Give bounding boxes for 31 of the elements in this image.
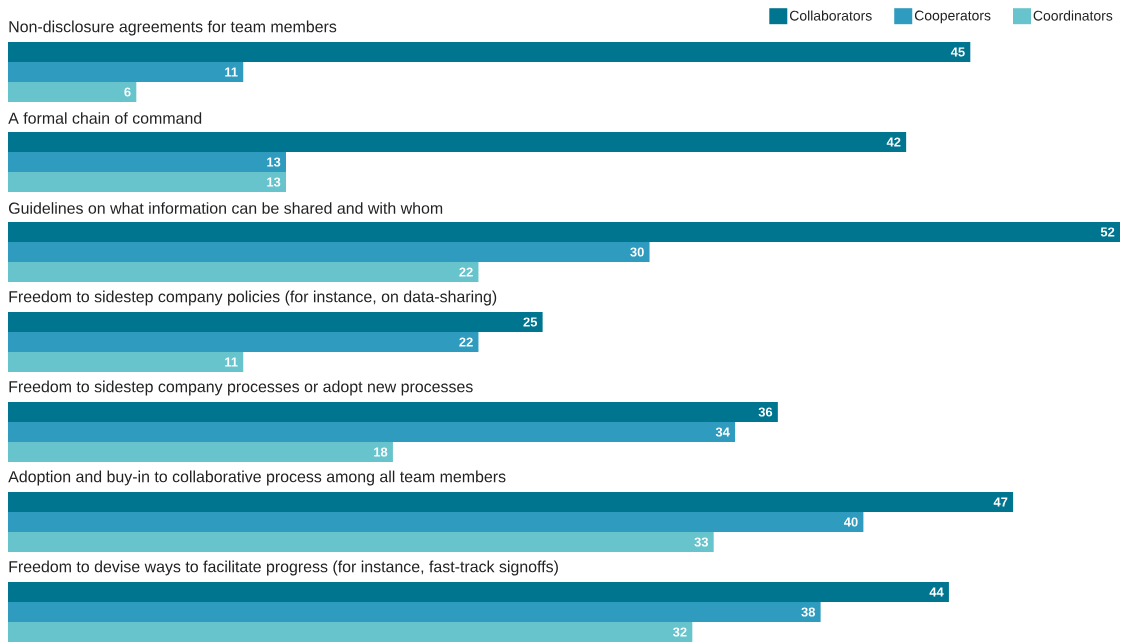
y-tick-label: Adoption and buy-in to collaborative process among all team members	[8, 470, 506, 486]
data-label: 22	[459, 267, 473, 277]
data-label: 45	[950, 47, 965, 57]
legend-label: Cooperators	[914, 10, 991, 24]
data-label: 42	[886, 137, 901, 147]
data-label: 13	[267, 177, 281, 187]
data-label: 18	[374, 447, 388, 457]
legend-label: Coordinators	[1033, 10, 1113, 21]
data-label: 22	[459, 337, 473, 347]
data-label: 44	[929, 587, 944, 597]
data-label: 30	[630, 247, 644, 257]
legend-label: Collaborators	[789, 10, 872, 21]
y-tick-label: Freedom to sidestep company processes or adopt new processes	[9, 380, 473, 396]
y-tick-label: Non-disclosure agreements for team members	[9, 20, 337, 36]
data-label: 13	[267, 157, 281, 167]
data-label: 40	[843, 517, 858, 527]
data-label: 25	[523, 317, 538, 327]
data-label: 11	[225, 67, 238, 77]
data-label: 52	[1100, 227, 1115, 237]
data-label: 6	[124, 87, 131, 97]
y-tick-label: A formal chain of command	[8, 112, 202, 124]
data-label: 11	[225, 357, 238, 367]
y-tick-label: Freedom to sidestep company policies (for instance, on data-sharing)	[9, 290, 497, 306]
data-label: 32	[673, 627, 687, 637]
data-label: 33	[694, 537, 709, 547]
data-label: 36	[758, 407, 773, 417]
y-tick-label: Guidelines on what information can be shared and with whom	[9, 202, 443, 214]
data-label: 34	[715, 427, 730, 437]
data-label: 47	[993, 497, 1008, 507]
y-tick-label: Freedom to devise ways to facilitate progress (for instance, fast-track signoffs)	[9, 560, 558, 576]
data-label: 38	[801, 607, 816, 617]
